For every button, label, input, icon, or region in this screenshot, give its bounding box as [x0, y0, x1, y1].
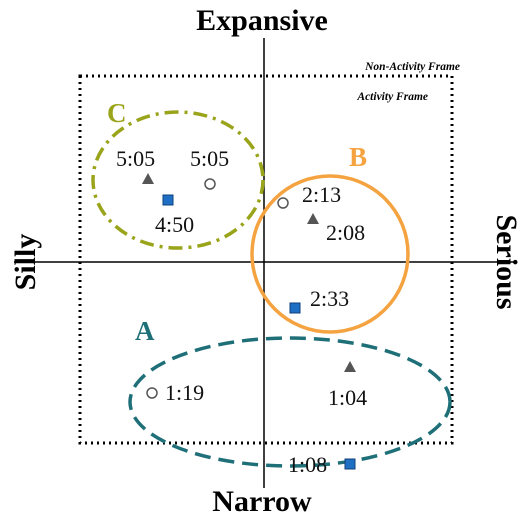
time-label: 1:08 — [288, 452, 327, 477]
square-marker — [289, 302, 301, 314]
group-b-circle — [250, 174, 410, 334]
circle-marker — [146, 387, 158, 399]
activity-frame-border — [78, 74, 454, 445]
circle-marker — [204, 178, 216, 190]
circle-marker — [277, 197, 289, 209]
axis-top-label: Expansive — [196, 4, 328, 37]
triangle-marker — [344, 361, 356, 372]
time-label: 1:04 — [328, 385, 367, 410]
triangle-marker — [142, 173, 154, 184]
axis-right-label: Serious — [490, 214, 523, 309]
time-label: 1:19 — [165, 380, 204, 405]
group-c-label: C — [107, 98, 127, 128]
time-label: 2:13 — [302, 182, 341, 207]
group-b-label: B — [349, 142, 367, 172]
activity-frame-label: Activity Frame — [356, 91, 428, 103]
square-marker — [162, 194, 174, 206]
axis-bottom-label: Narrow — [212, 485, 312, 516]
time-label: 5:05 — [116, 146, 155, 171]
square-marker — [344, 458, 356, 470]
time-label: 2:33 — [310, 286, 349, 311]
time-label: 4:50 — [155, 212, 194, 237]
time-label: 5:05 — [190, 146, 229, 171]
axis-left-label: Silly — [9, 234, 42, 291]
time-label: 2:08 — [326, 220, 365, 245]
group-a-ellipse — [128, 336, 452, 468]
non-activity-frame-label: Non-Activity Frame — [364, 61, 460, 73]
triangle-marker — [307, 213, 319, 224]
group-a-label: A — [135, 316, 155, 346]
group-c-ellipse — [91, 110, 265, 250]
